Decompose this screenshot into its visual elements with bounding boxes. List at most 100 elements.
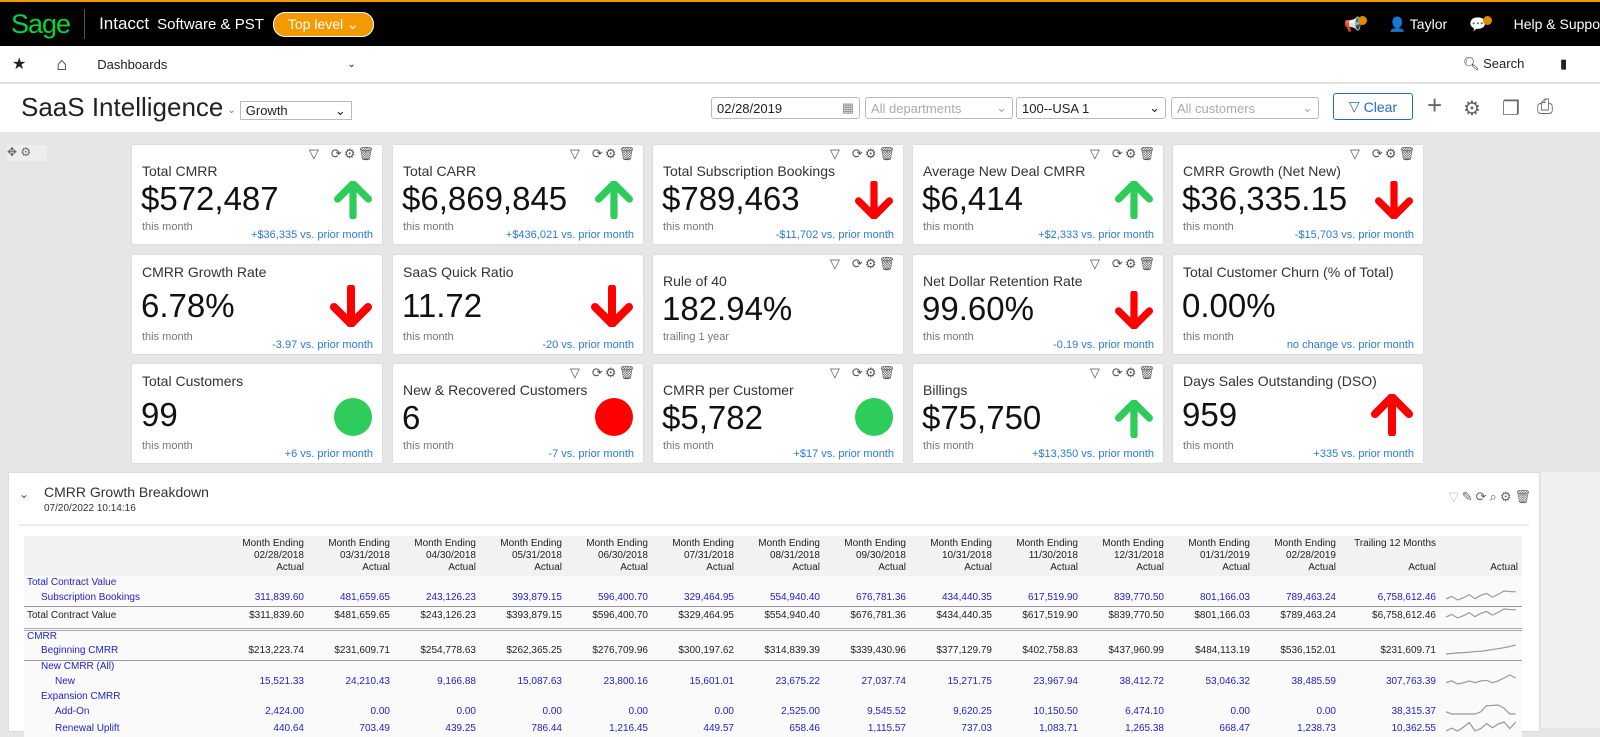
chevron-down-icon[interactable]: ⌄ [227,105,236,116]
cell-value[interactable]: 2,525.00 [781,705,820,717]
cell-value[interactable]: 737.03 [961,722,992,734]
cell-value[interactable]: $213,223.74 [248,645,304,656]
kpi-card[interactable]: Total Customer Churn (% of Total) 0.00% th… [1172,254,1424,355]
filter-icon[interactable]: ▽ [1349,146,1360,161]
cell-value[interactable]: 839,770.50 [1113,591,1164,603]
cell-value[interactable]: $329,464.95 [654,606,740,624]
print-icon[interactable]: ⎙ [1537,96,1553,118]
kpi-card[interactable]: Average New Deal CMRR ▽ ⟳ ⚙ 🗑︎ $6,414 this mon… [912,144,1164,245]
cell-value[interactable]: 0.00 [456,705,476,717]
kpi-card[interactable]: Total CARR ▽ ⟳ ⚙ 🗑︎ $6,869,845 this month +$436… [392,144,644,245]
help-support-link[interactable]: Help & Suppo [1513,16,1600,32]
cell-value[interactable]: 676,781.36 [855,591,906,603]
trash-icon[interactable]: 🗑︎ [618,146,635,161]
cell-value[interactable]: $839,770.50 [1084,606,1170,624]
trash-icon[interactable]: 🗑︎ [1398,146,1415,161]
row-label[interactable]: Renewal Uplift [55,722,120,734]
kpi-card[interactable]: CMRR Growth (Net New) ▽ ⟳ ⚙ 🗑︎ $36,335.15 this… [1172,144,1424,245]
gear-icon[interactable]: ⚙ [1124,146,1137,161]
cell-value[interactable]: 0.00 [1230,705,1250,717]
filter-icon[interactable]: ▽ [308,146,319,161]
cell-value[interactable]: 786.44 [531,722,562,734]
trash-icon[interactable]: 🗑︎ [1514,489,1531,504]
cell-value[interactable]: 1,265.38 [1125,722,1164,734]
gear-icon[interactable]: ⚙ [1384,146,1397,161]
cell-value[interactable]: $554,940.40 [740,606,826,624]
cell-value[interactable]: 329,464.95 [683,591,734,603]
cell-value[interactable]: $311,839.60 [224,606,310,624]
cell-value[interactable]: $676,781.36 [826,606,912,624]
collapse-chevron-icon[interactable]: ⌄ [19,487,30,501]
kpi-card[interactable]: SaaS Quick Ratio 11.72 this month -20 vs. p… [392,254,644,355]
cell-value[interactable]: 6,474.10 [1125,705,1164,717]
filter-icon[interactable]: ▽ [829,256,840,271]
trash-icon[interactable]: 🗑︎ [618,365,635,380]
date-input[interactable]: 02/28/2019 ▦ [711,97,860,119]
kpi-card[interactable]: Rule of 40 ▽ ⟳ ⚙ 🗑︎ 182.94% trailing 1 year [652,254,904,355]
cell-value[interactable]: 23,675.22 [775,675,821,687]
departments-select[interactable]: All departments ⌄ [865,97,1013,119]
refresh-icon[interactable]: ⟳ [330,146,342,161]
filter-icon[interactable]: ▽ [1089,365,1100,380]
cell-value[interactable]: 1,115.57 [867,722,906,734]
gear-icon[interactable]: ⚙ [864,146,877,161]
announcements-icon[interactable]: 📢 [1344,15,1367,33]
cell-value[interactable]: $262,365.25 [506,645,562,656]
search-icon[interactable]: ⌕ [1489,489,1497,504]
cell-value[interactable]: 0.00 [1316,705,1336,717]
cell-value[interactable]: $437,960.99 [1108,645,1164,656]
copy-icon[interactable]: ❐ [1502,98,1520,120]
filter-icon[interactable]: ▽ [569,146,580,161]
cell-value[interactable]: 9,166.88 [437,675,476,687]
cell-value[interactable]: 10,150.50 [1033,705,1079,717]
chevron-down-icon[interactable]: ⌄ [347,58,356,70]
trash-icon[interactable]: 🗑︎ [357,146,374,161]
cell-value[interactable]: $402,758.83 [1022,645,1078,656]
cell-value[interactable]: $789,463.24 [1256,606,1342,624]
filter-icon[interactable]: ▽ [1089,256,1100,271]
cell-value[interactable]: 1,238.73 [1297,722,1336,734]
filter-icon[interactable]: ▽ [1089,146,1100,161]
refresh-icon[interactable]: ⟳ [1111,365,1123,380]
cell-value[interactable]: 1,083.71 [1039,722,1078,734]
gear-icon[interactable]: ⚙ [1124,256,1137,271]
cell-value[interactable]: 311,839.60 [254,591,304,603]
filter-icon[interactable]: ▽ [829,146,840,161]
refresh-icon[interactable]: ⟳ [851,256,863,271]
cell-value[interactable]: $231,609.71 [334,645,390,656]
filter-icon[interactable]: ▽ [1448,489,1459,504]
bookmark-icon[interactable]: ▮ [1560,56,1568,71]
trash-icon[interactable]: 🗑︎ [878,365,895,380]
cell-value[interactable]: 0.00 [370,705,390,717]
cell-value[interactable]: 2,424.00 [265,705,304,717]
cell-value[interactable]: $484,113.19 [1195,645,1250,656]
row-label[interactable]: Add-On [55,705,90,717]
kpi-card[interactable]: Net Dollar Retention Rate ▽ ⟳ ⚙ 🗑︎ 99.60% this… [912,254,1164,355]
kpi-card[interactable]: Total CMRR ▽ ⟳ ⚙ 🗑︎ $572,487 this month +$36,33… [131,144,383,245]
scrollbar[interactable] [1541,472,1600,728]
customers-select[interactable]: All customers ⌄ [1171,97,1319,119]
cell-value[interactable]: 1,216.45 [609,722,648,734]
cell-value[interactable]: 243,126.23 [425,591,476,603]
cell-value[interactable]: $617,519.90 [998,606,1084,624]
cell-value[interactable]: 449.57 [703,722,734,734]
cell-value[interactable]: 434,440.35 [941,591,992,603]
kpi-card[interactable]: Total Subscription Bookings ▽ ⟳ ⚙ 🗑︎ $789,463… [652,144,904,245]
kpi-card[interactable]: Total Customers 99 this month +6 vs. prior … [131,363,383,464]
cell-value[interactable]: 0.00 [714,705,734,717]
row-label[interactable]: Beginning CMRR [41,645,119,656]
view-select[interactable]: Growth ⌄ [239,101,352,120]
cell-value[interactable]: $377,129.79 [936,645,992,656]
cell-value[interactable]: 668.47 [1219,722,1250,734]
cell-value[interactable]: $243,126.23 [396,606,482,624]
cell-value[interactable]: 801,166.03 [1199,591,1250,603]
trash-icon[interactable]: 🗑︎ [1138,256,1155,271]
row-label[interactable]: New [55,675,76,687]
cell-value[interactable]: 703.49 [359,722,390,734]
cell-value[interactable]: 617,519.90 [1027,591,1078,603]
cell-value[interactable]: 554,940.40 [769,591,820,603]
cell-value[interactable]: $434,440.35 [912,606,998,624]
cell-value[interactable]: 481,659.65 [339,591,390,603]
chat-icon[interactable]: 💬 [1469,15,1492,33]
cell-value[interactable]: 9,545.52 [867,705,906,717]
